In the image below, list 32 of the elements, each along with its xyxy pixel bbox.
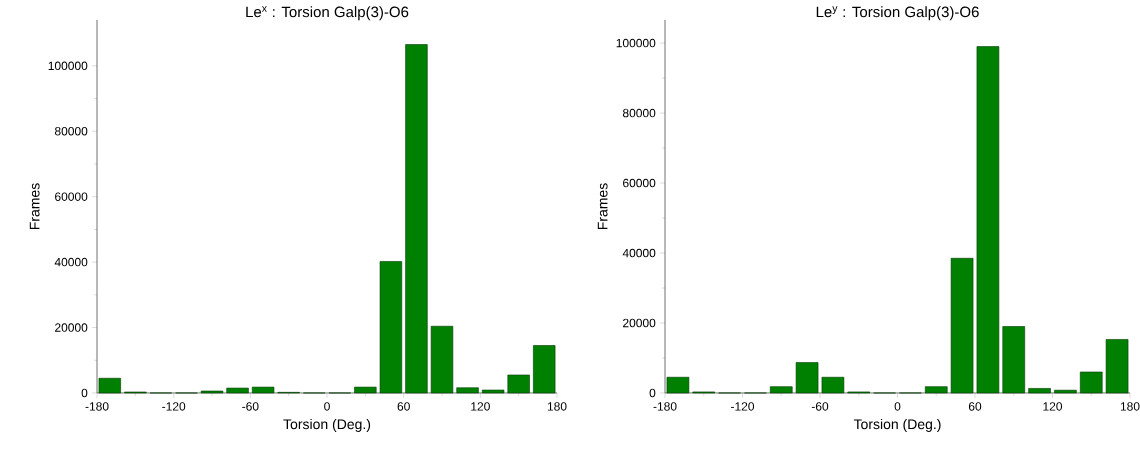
x-tick-label: 180 [1120,402,1140,411]
y-axis-title: Frames [597,183,608,230]
y-tick-label: 40000 [54,257,88,267]
y-axis-title: Frames [29,183,40,230]
y-tick-label: 80000 [54,126,88,136]
x-tick-label: -120 [731,402,755,411]
chart-title: Le$^{y}$ : Torsion Galp(3)-O6 [816,6,979,21]
y-tick-label: 0 [81,388,88,398]
x-tick-label: 120 [1043,402,1063,411]
x-axis-title: Torsion (Deg.) [283,418,371,432]
y-tick-label: 20000 [55,323,88,332]
x-tick-label: 0 [324,402,330,411]
y-tick-label: 100000 [48,61,88,71]
x-tick-label: -120 [162,402,186,411]
x-tick-label: 0 [894,402,901,411]
chart-title: Le$^{x}$ : Torsion Galp(3)-O6 [246,6,409,21]
x-tick-label: 180 [547,402,567,411]
y-tick-label: 0 [649,388,656,398]
x-tick-label: -180 [85,402,109,411]
x-tick-label: 60 [968,402,982,411]
y-tick-label: 80000 [622,108,656,118]
x-tick-label: 60 [397,402,410,411]
x-tick-label: -180 [653,402,677,411]
y-tick-label: 40000 [622,248,656,258]
y-tick-label: 20000 [623,318,656,328]
x-axis-title: Torsion (Deg.) [853,418,941,432]
y-tick-label: 60000 [55,192,88,201]
x-tick-label: -60 [811,402,829,411]
y-tick-label: 60000 [623,178,656,188]
x-tick-label: -60 [242,402,259,411]
y-tick-label: 100000 [616,38,656,48]
x-tick-label: 120 [471,402,490,411]
